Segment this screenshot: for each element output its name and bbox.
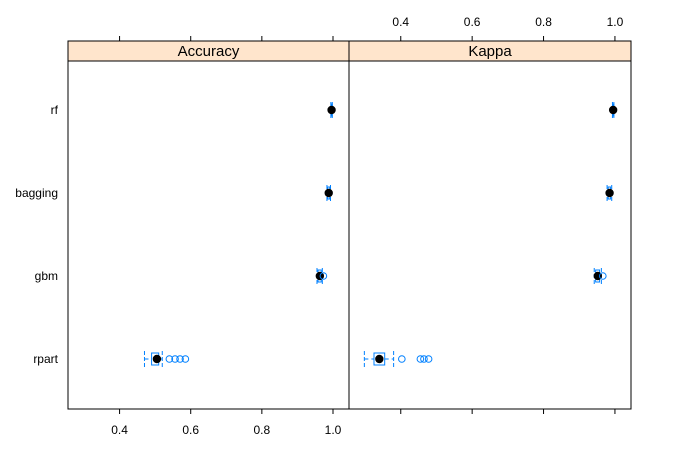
outlier-point: [424, 355, 433, 363]
panel-accuracy: Accuracy: [67, 40, 350, 410]
outlier-point: [171, 355, 179, 363]
x-tick-label-bottom: 1.0: [325, 423, 342, 437]
chart-axes: rf bagging gbm rpart 0.4 0.4 0.6 0.6 0.8 0.8 1.0 1.…: [15, 15, 623, 437]
box-gbm: [315, 268, 328, 284]
panel-frame: [348, 40, 632, 410]
iqr-box: [373, 352, 386, 366]
outlier-point: [420, 355, 428, 363]
category-label-rpart: rpart: [33, 352, 58, 366]
x-tick-label-top: 1.0: [607, 15, 624, 29]
outlier-point: [398, 355, 406, 363]
median-dot: [324, 188, 333, 198]
median-dot: [375, 354, 384, 364]
outlier-point: [181, 355, 190, 363]
chart-panels: Accuracy Kappa: [67, 40, 632, 410]
strip-label: Kappa: [468, 43, 512, 60]
strip-label: Accuracy: [178, 43, 240, 60]
outlier-point: [319, 272, 328, 280]
x-tick-label-top: 0.6: [464, 15, 481, 29]
box-rpart: [363, 351, 433, 367]
x-tick-label-top: 0.8: [535, 15, 552, 29]
box-rpart: [143, 351, 190, 367]
median-dot: [608, 105, 618, 115]
median-dot: [152, 354, 162, 364]
x-tick-label-bottom: 0.4: [111, 423, 128, 437]
panel-frame: [67, 40, 350, 410]
panel-kappa: Kappa: [348, 40, 632, 410]
box-rf: [608, 102, 618, 118]
outlier-point: [599, 272, 607, 280]
category-label-rf: rf: [51, 103, 59, 117]
category-label-bagging: bagging: [15, 186, 58, 200]
category-label-gbm: gbm: [35, 269, 58, 283]
box-bagging: [324, 185, 333, 201]
box-gbm: [593, 268, 607, 284]
outlier-point: [176, 355, 184, 363]
box-rf: [327, 102, 336, 118]
median-dot: [327, 105, 336, 115]
x-tick-label-bottom: 0.6: [182, 423, 199, 437]
box-bagging: [605, 185, 614, 201]
x-tick-label-bottom: 0.8: [254, 423, 271, 437]
x-tick-label-top: 0.4: [392, 15, 409, 29]
median-dot: [605, 188, 614, 198]
outlier-point: [165, 355, 174, 363]
outlier-point: [416, 355, 425, 363]
